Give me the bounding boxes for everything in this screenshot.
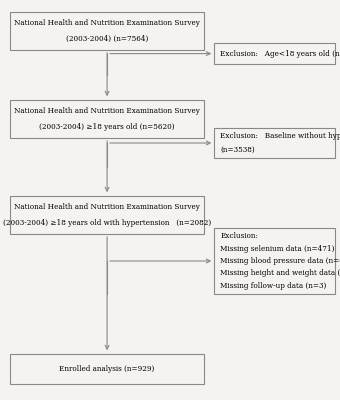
FancyBboxPatch shape bbox=[10, 354, 204, 384]
Text: Missing height and weight data (n=10): Missing height and weight data (n=10) bbox=[220, 270, 340, 278]
Text: Exclusion:   Baseline without hypertension: Exclusion: Baseline without hypertension bbox=[220, 132, 340, 140]
FancyBboxPatch shape bbox=[10, 12, 204, 50]
FancyBboxPatch shape bbox=[10, 100, 204, 138]
Text: (2003-2004) ≥18 years old with hypertension   (n=2082): (2003-2004) ≥18 years old with hypertens… bbox=[3, 219, 211, 227]
FancyBboxPatch shape bbox=[214, 228, 335, 294]
Text: Missing selenium data (n=471): Missing selenium data (n=471) bbox=[220, 244, 335, 252]
FancyBboxPatch shape bbox=[214, 43, 335, 64]
Text: Missing follow-up data (n=3): Missing follow-up data (n=3) bbox=[220, 282, 327, 290]
Text: Exclusion:: Exclusion: bbox=[220, 232, 258, 240]
Text: Missing blood pressure data (n=669): Missing blood pressure data (n=669) bbox=[220, 257, 340, 265]
FancyBboxPatch shape bbox=[10, 196, 204, 234]
Text: (n=3538): (n=3538) bbox=[220, 146, 255, 154]
Text: Exclusion:   Age<18 years old (n=1944): Exclusion: Age<18 years old (n=1944) bbox=[220, 50, 340, 58]
FancyBboxPatch shape bbox=[214, 128, 335, 158]
Text: (2003-2004) ≥18 years old (n=5620): (2003-2004) ≥18 years old (n=5620) bbox=[39, 123, 175, 131]
Text: (2003-2004) (n=7564): (2003-2004) (n=7564) bbox=[66, 35, 148, 43]
Text: National Health and Nutrition Examination Survey: National Health and Nutrition Examinatio… bbox=[14, 107, 200, 115]
Text: Enrolled analysis (n=929): Enrolled analysis (n=929) bbox=[59, 365, 155, 373]
Text: National Health and Nutrition Examination Survey: National Health and Nutrition Examinatio… bbox=[14, 203, 200, 211]
Text: National Health and Nutrition Examination Survey: National Health and Nutrition Examinatio… bbox=[14, 19, 200, 27]
